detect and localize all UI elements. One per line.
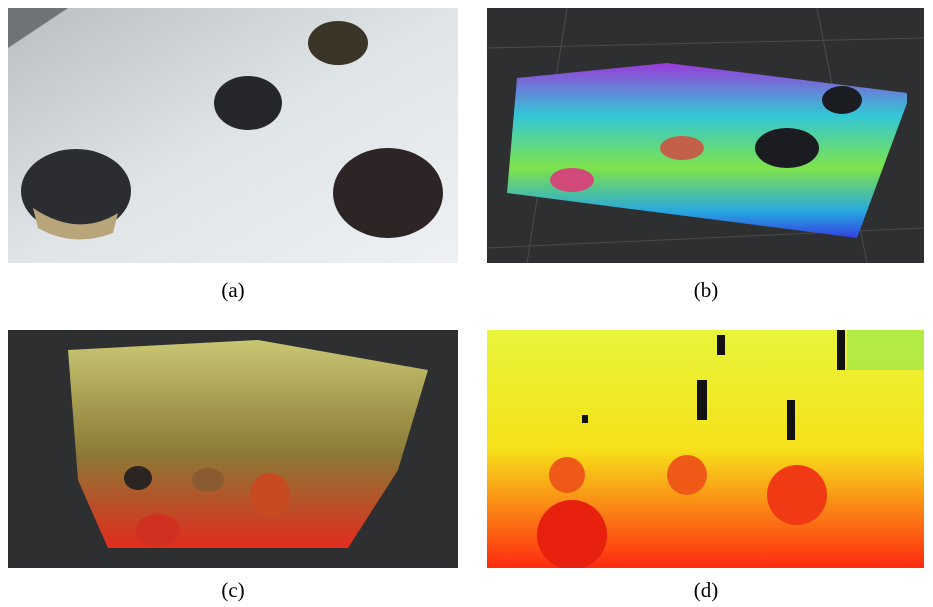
page: (a) (b) (c) (d) (() => { const data = JS…: [0, 0, 933, 607]
point-cloud-height: [8, 330, 458, 568]
panel-caption: (a): [8, 278, 458, 303]
panel-caption: (c): [8, 578, 458, 603]
panel-caption: (b): [481, 278, 931, 303]
photo-rocks: [8, 8, 458, 263]
depth-map: [487, 330, 924, 568]
point-cloud-rainbow: [487, 8, 924, 263]
panel-caption: (d): [481, 578, 931, 603]
